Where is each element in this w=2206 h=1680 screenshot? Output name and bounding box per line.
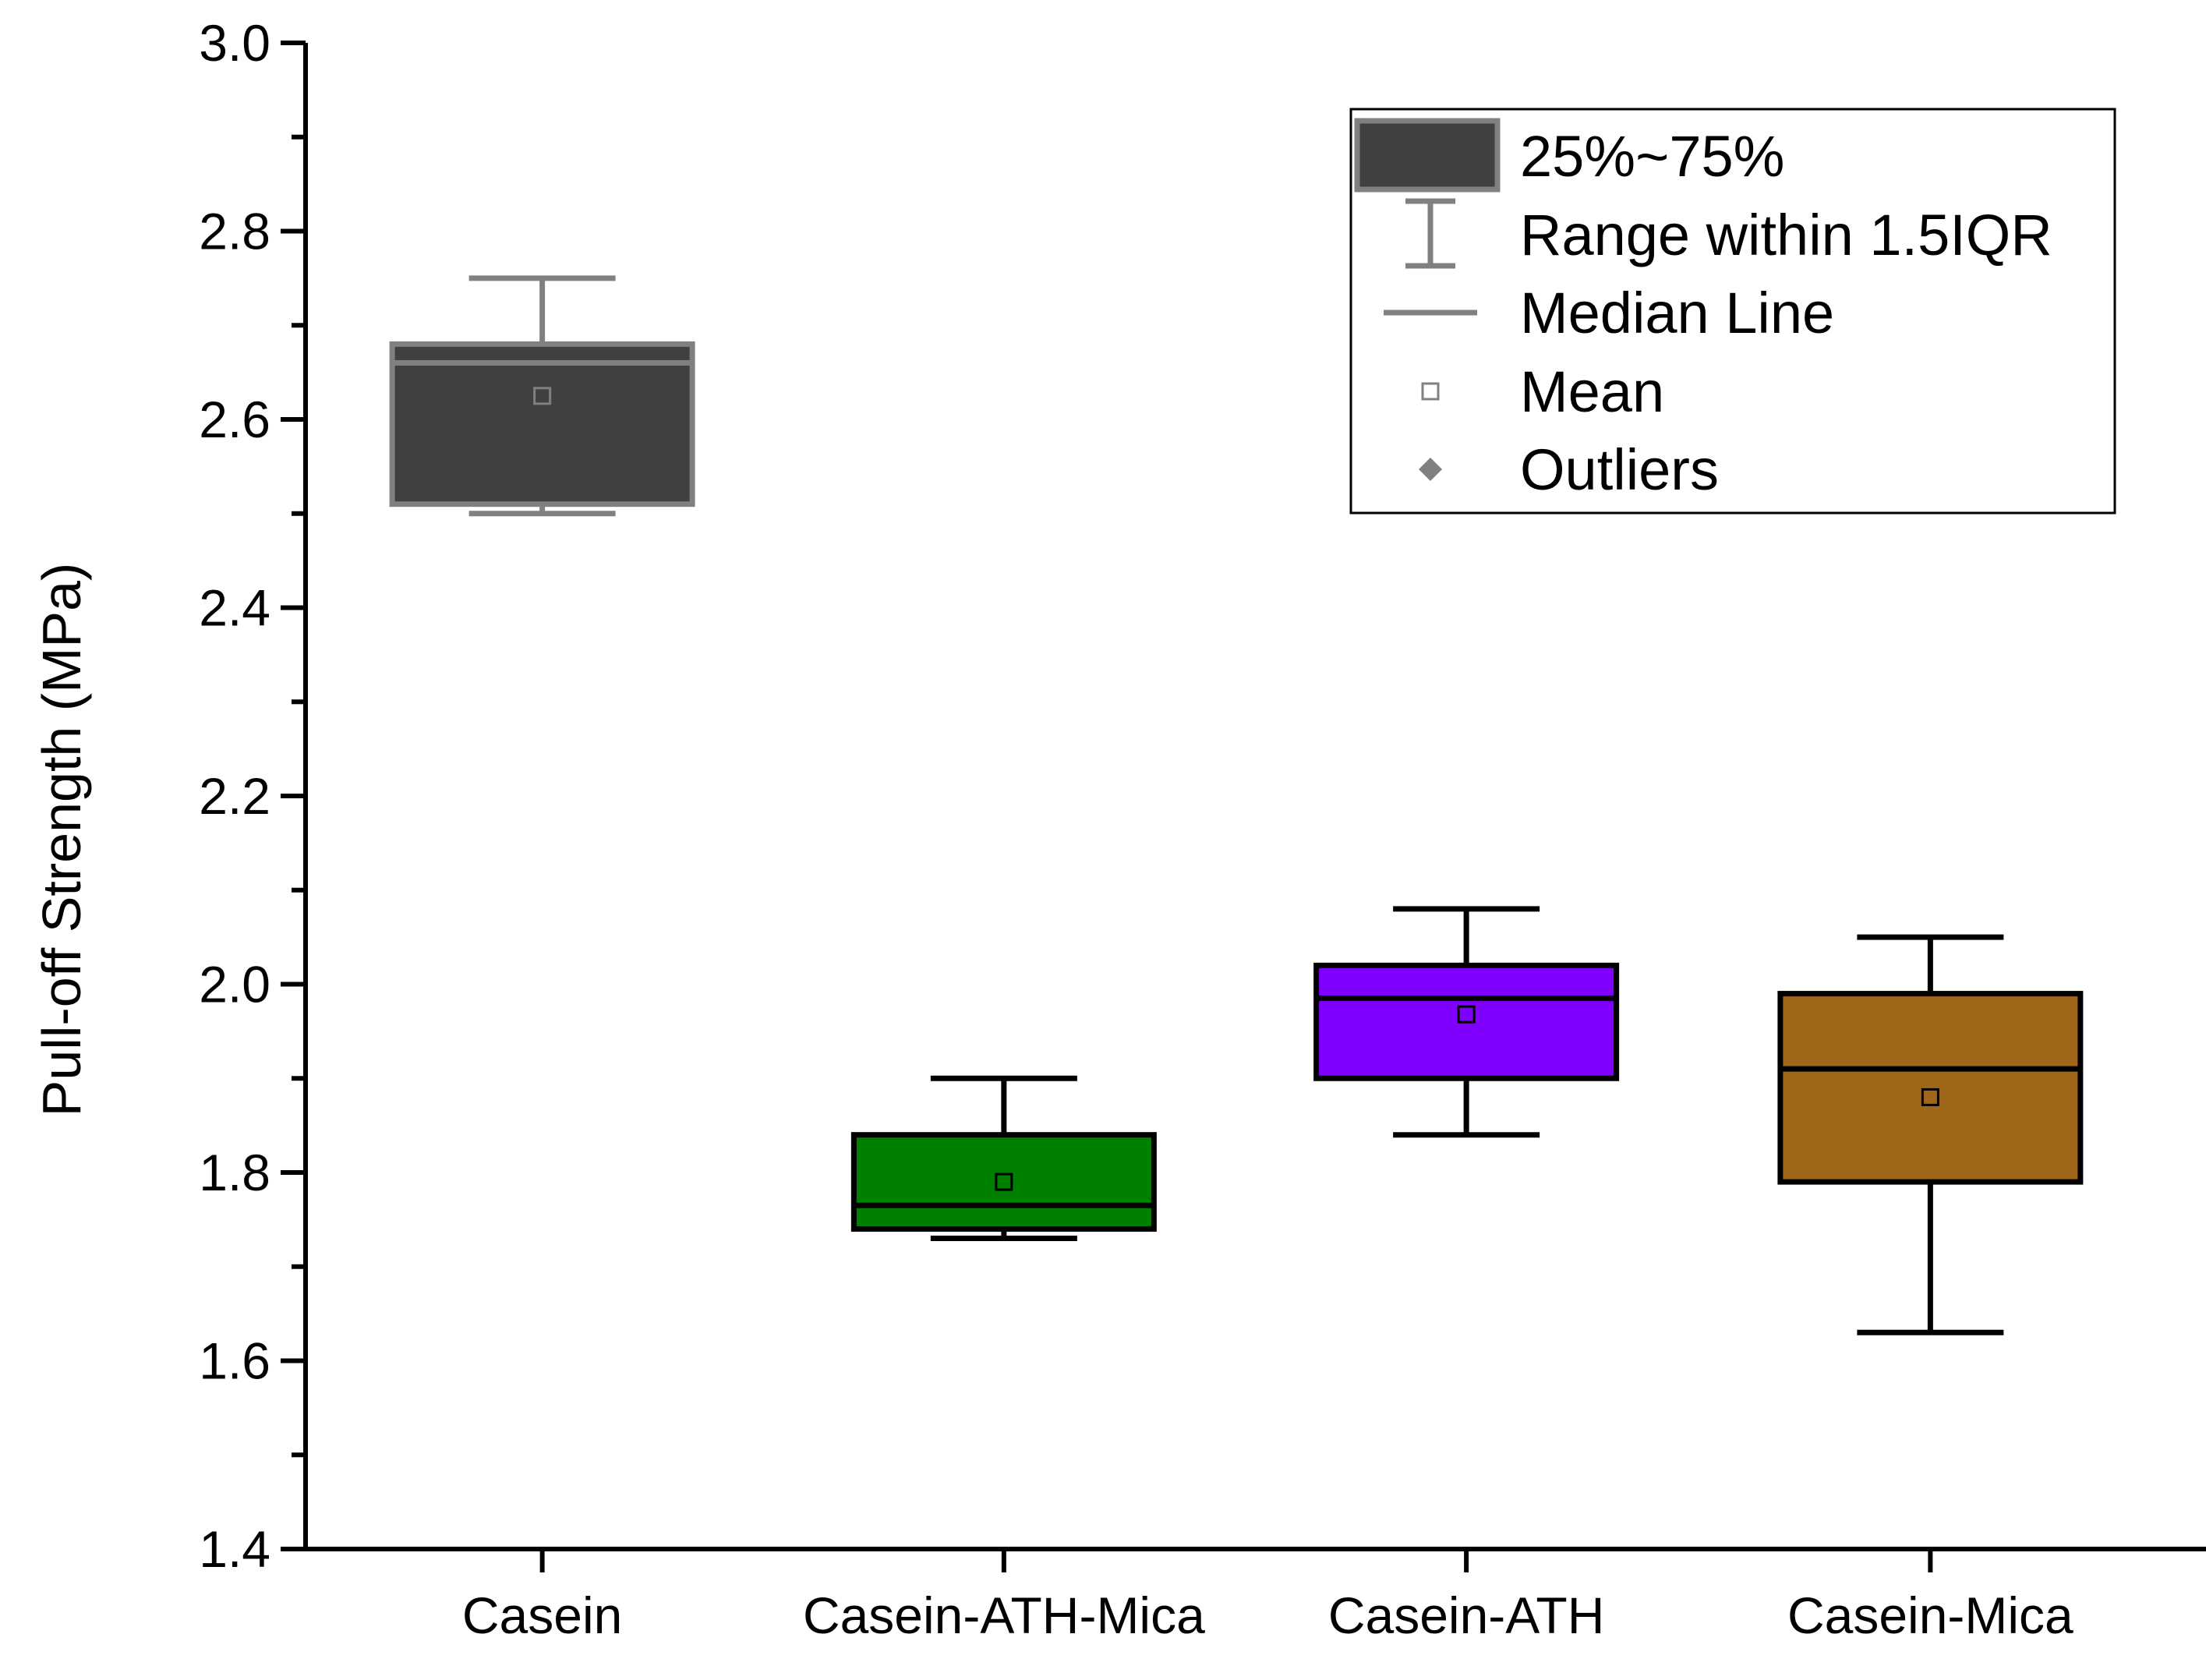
legend-item-whisker: Range within 1.5IQR [1405, 198, 2052, 269]
box-casein-ath-mica [850, 1075, 1157, 1242]
x-category-label: Casein [462, 1586, 622, 1644]
iqr-box [389, 341, 695, 508]
legend-item-box: 25%~75% [1354, 118, 1784, 193]
x-category-label: Casein-Mica [1787, 1586, 2073, 1644]
legend-mean-icon [1421, 382, 1440, 401]
legend-item-outlier: Outliers [1419, 437, 1719, 502]
mean-marker [1921, 1088, 1939, 1106]
y-tick-label: 2.0 [199, 956, 270, 1013]
y-tick-label: 1.4 [199, 1520, 270, 1578]
box-casein-mica [1777, 934, 2084, 1335]
mean-marker [533, 387, 552, 405]
x-category-label: Casein-ATH-Mica [803, 1586, 1205, 1644]
iqr-box [1777, 991, 2084, 1185]
legend-item-mean: Mean [1421, 359, 1664, 424]
y-tick-label: 2.6 [199, 391, 270, 448]
x-category-label: Casein-ATH [1328, 1586, 1605, 1644]
y-tick-label: 3.0 [199, 14, 270, 72]
mean-marker [995, 1172, 1013, 1191]
legend-item-median: Median Line [1384, 281, 1834, 345]
y-tick-label: 2.8 [199, 203, 270, 260]
y-tick-label: 2.4 [199, 579, 270, 637]
y-tick-label: 1.8 [199, 1144, 270, 1201]
legend-label: Outliers [1520, 437, 1719, 502]
legend-box-swatch [1354, 118, 1501, 193]
legend-label: Mean [1520, 359, 1664, 424]
legend-outlier-icon [1419, 458, 1442, 481]
box-casein-ath [1313, 906, 1620, 1138]
box-casein [389, 275, 695, 517]
plot-area [389, 275, 2084, 1335]
x-axis: Casein Casein-ATH-Mica Casein-ATH Casein-Mi… [303, 1547, 2206, 1644]
y-axis-title: Pull-off Strength (MPa) [31, 563, 92, 1117]
legend-label: Range within 1.5IQR [1520, 203, 2052, 267]
legend: 25%~75% Range within 1.5IQR Median Line Mea… [1349, 108, 2116, 515]
iqr-box [850, 1132, 1157, 1232]
legend-label: 25%~75% [1520, 124, 1784, 189]
y-tick-label: 2.2 [199, 767, 270, 825]
y-tick-label: 1.6 [199, 1332, 270, 1390]
legend-label: Median Line [1520, 281, 1834, 345]
mean-marker [1457, 1005, 1476, 1024]
y-axis: 1.4 1.6 1.8 2.0 2.2 2.4 2.6 2.8 3.0 [199, 14, 308, 1578]
